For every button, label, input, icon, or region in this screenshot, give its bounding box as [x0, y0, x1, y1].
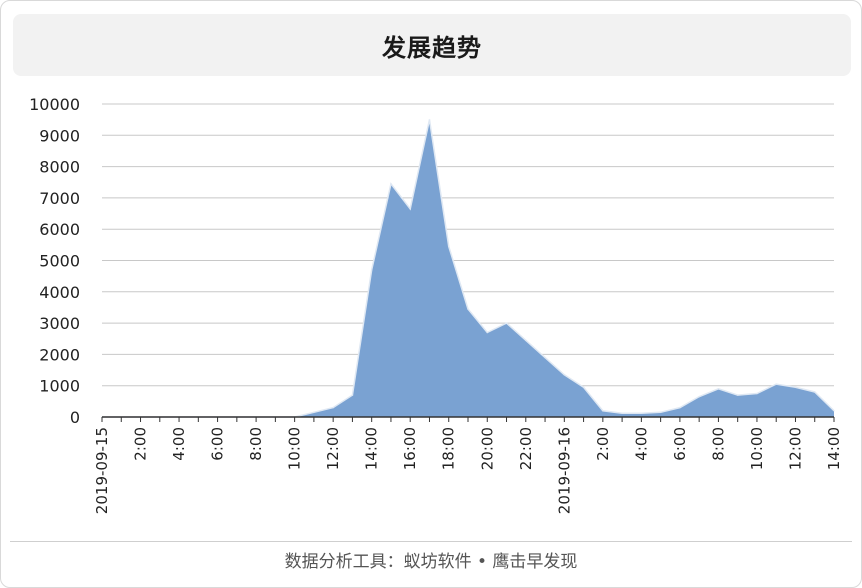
data-point	[390, 183, 392, 185]
data-point	[602, 409, 604, 412]
data-point	[313, 411, 315, 414]
data-point	[332, 406, 334, 409]
data-point	[486, 331, 489, 334]
y-tick-label: 10000	[29, 95, 80, 114]
data-point	[775, 383, 778, 385]
x-tick-label: 18:00	[440, 427, 458, 470]
data-point	[756, 392, 758, 395]
x-tick-label: 2019-09-16	[555, 427, 573, 514]
data-point	[621, 412, 623, 415]
data-point	[794, 386, 797, 389]
data-point	[544, 356, 546, 359]
x-tick-label: 6:00	[671, 427, 689, 461]
y-tick-label: 9000	[39, 126, 80, 145]
data-point	[813, 391, 816, 393]
y-tick-label: 3000	[39, 314, 80, 333]
data-point	[582, 386, 585, 389]
data-point	[679, 406, 681, 409]
data-point	[736, 394, 739, 396]
x-tick-label: 8:00	[247, 427, 265, 461]
x-tick-label: 4:00	[170, 427, 188, 461]
y-tick-label: 5000	[39, 252, 80, 271]
y-tick-label: 2000	[39, 345, 80, 364]
chart-title: 发展趋势	[382, 33, 482, 62]
x-tick-label: 2019-09-15	[93, 427, 111, 514]
x-tick-label: 14:00	[825, 427, 843, 470]
x-tick-label: 20:00	[478, 427, 496, 470]
data-point	[563, 373, 566, 376]
data-point	[351, 394, 354, 396]
x-tick-label: 22:00	[517, 427, 535, 470]
x-tick-label: 12:00	[786, 427, 804, 470]
y-tick-label: 6000	[39, 220, 80, 239]
x-tick-label: 10:00	[286, 427, 304, 470]
area-fill	[102, 119, 834, 418]
title-bar: 发展趋势	[13, 14, 851, 76]
data-point	[505, 322, 508, 324]
x-tick-label: 4:00	[632, 427, 650, 461]
data-point	[428, 118, 431, 121]
data-point	[698, 395, 700, 398]
y-tick-label: 8000	[39, 158, 80, 177]
data-point	[370, 269, 373, 271]
y-tick-label: 0	[70, 408, 80, 427]
x-tick-label: 2:00	[132, 427, 150, 461]
y-tick-label: 7000	[39, 189, 80, 208]
data-point	[717, 388, 720, 390]
y-tick-label: 1000	[39, 377, 80, 396]
data-point	[447, 245, 450, 248]
x-tick-label: 6:00	[209, 427, 227, 461]
x-tick-label: 10:00	[748, 427, 766, 470]
x-tick-label: 12:00	[324, 427, 342, 470]
x-tick-label: 14:00	[363, 427, 381, 470]
data-point	[524, 339, 527, 342]
footer-text: 数据分析工具：蚁坊软件 • 鹰击早发现	[284, 552, 578, 572]
data-point	[640, 412, 643, 415]
y-tick-label: 4000	[39, 283, 80, 302]
data-point	[467, 308, 469, 310]
trend-area-chart: 0 1000 2000 3000 4000 5000 6000 7000 8000 9000 100…	[29, 95, 843, 514]
footer-divider	[10, 541, 852, 542]
x-tick-label: 16:00	[401, 427, 419, 470]
x-tick-label: 8:00	[709, 427, 727, 461]
x-tick-label: 2:00	[594, 427, 612, 461]
data-point	[409, 208, 412, 210]
data-point	[833, 409, 835, 412]
data-point	[659, 411, 662, 414]
